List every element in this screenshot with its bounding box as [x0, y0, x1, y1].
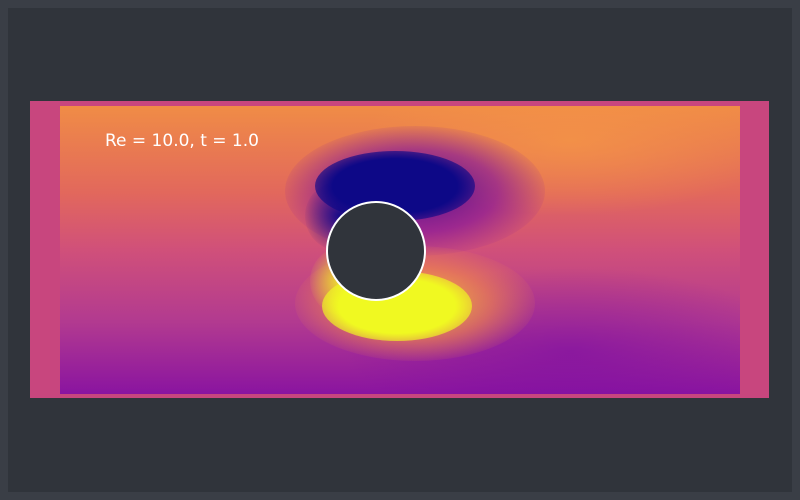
- simulation-parameters-label: Re = 10.0, t = 1.0: [105, 131, 259, 151]
- cylinder-obstacle: [326, 201, 426, 301]
